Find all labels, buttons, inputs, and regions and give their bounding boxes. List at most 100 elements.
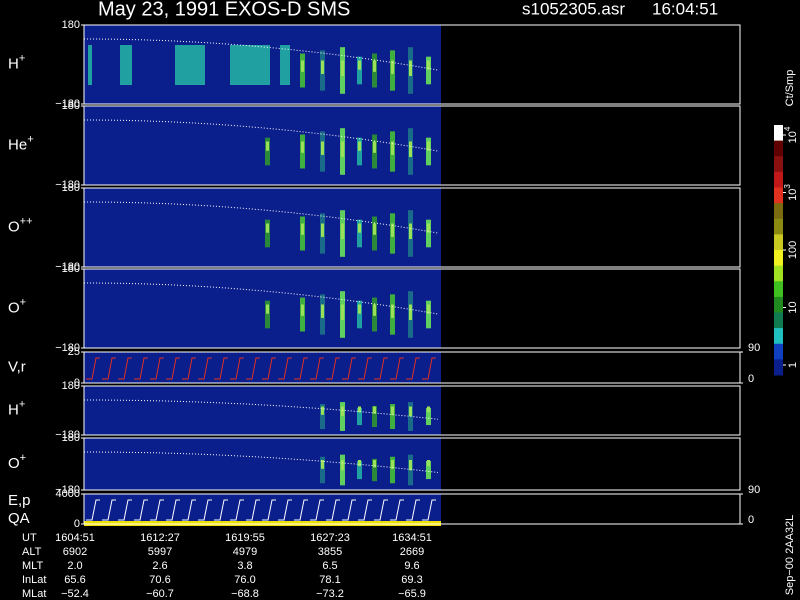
flux-stripe [426, 460, 431, 480]
label-sup: ++ [20, 215, 33, 227]
cell: 6.5 [322, 560, 337, 572]
y-tick-label: −180 [55, 98, 80, 110]
flux-core [301, 60, 304, 72]
flux-core [373, 460, 376, 468]
panel-label: H+ [8, 52, 25, 72]
y-tick-label: 180 [62, 432, 80, 444]
panel-label: QA [8, 510, 30, 527]
flux-core [373, 406, 376, 414]
panel-background [84, 386, 441, 435]
flux-core [321, 406, 324, 415]
colorbar-title: Ct/Smp [784, 70, 796, 107]
label-text: He [8, 136, 27, 153]
row-label: InLat [22, 574, 46, 586]
colorbar-cell [774, 281, 783, 298]
y-tick-label: 4000 [56, 488, 80, 500]
flux-core [358, 406, 361, 413]
label-sup: + [19, 52, 25, 64]
panel-frame [83, 493, 741, 525]
colorbar-cell [774, 312, 783, 329]
colorbar-tick-sup: 3 [783, 184, 792, 189]
y2-tick-label: 0 [748, 373, 754, 385]
colorbar-tick-label: 104 [783, 126, 799, 143]
panel-frame [83, 437, 741, 491]
flux-core [301, 223, 304, 235]
flux-core [391, 406, 394, 415]
cell: 1634:51 [392, 532, 432, 544]
flux-stripe [340, 402, 345, 431]
flux-stripe [426, 219, 431, 248]
colorbar-cell [774, 218, 783, 235]
colorbar-tick-label: 1 [787, 362, 799, 368]
colorbar-cell [774, 296, 783, 313]
flux-stripe [357, 460, 362, 480]
y-tick-label: −180 [55, 179, 80, 191]
colorbar-tick-text: 10 [787, 131, 799, 143]
y-tick-label: −180 [55, 261, 80, 273]
colorbar-cell [774, 156, 783, 173]
panel-background [84, 352, 441, 383]
y-tick-label: −180 [55, 484, 80, 496]
flux-stripe [426, 407, 431, 426]
title: May 23, 1991 EXOS-D SMS [98, 0, 350, 20]
flux-core [427, 223, 430, 233]
flux-core [358, 141, 361, 151]
cell: −73.2 [316, 588, 344, 600]
flux-core [358, 304, 361, 314]
flux-patch [120, 45, 132, 85]
cell: 70.6 [149, 574, 170, 586]
panel-background [84, 494, 441, 524]
colorbar-cell [774, 265, 783, 282]
flux-core [321, 460, 324, 469]
row-label: UT [22, 532, 37, 544]
flux-core [321, 60, 324, 74]
cell: −52.4 [61, 588, 89, 600]
flux-core [321, 304, 324, 318]
trace [84, 201, 439, 234]
flux-stripe [265, 137, 270, 166]
flux-core [409, 406, 412, 417]
panel-label: O+ [8, 296, 26, 316]
label-sup: + [19, 398, 25, 410]
y-tick-label: 25 [68, 346, 80, 358]
flux-stripe [265, 300, 270, 329]
label-text: E,p [8, 492, 31, 509]
flux-core [409, 304, 412, 321]
label-text: O [8, 455, 20, 472]
flux-stripe [357, 56, 362, 85]
label-sup: + [20, 296, 26, 308]
y-tick-label: −180 [55, 429, 80, 441]
flux-core [341, 406, 344, 417]
cell: −68.8 [231, 588, 259, 600]
y-tick-label: 180 [62, 100, 80, 112]
time: 16:04:51 [652, 0, 718, 18]
colorbar-tick-sup: 4 [783, 126, 792, 131]
panel-background [84, 188, 441, 267]
panel-frame [83, 187, 741, 268]
colorbar-cell [774, 140, 783, 157]
panel-label: O++ [8, 215, 33, 235]
flux-core [391, 460, 394, 469]
flux-core [409, 141, 412, 158]
cell: 6902 [63, 546, 87, 558]
flux-core [427, 460, 430, 467]
panel-background [84, 106, 441, 185]
colorbar-cell [774, 234, 783, 251]
y-tick-label: −180 [55, 342, 80, 354]
cell: 3855 [318, 546, 342, 558]
trace [84, 119, 439, 152]
flux-core [341, 141, 344, 158]
y-tick-label: 180 [62, 182, 80, 194]
colorbar-cell [774, 125, 783, 142]
y-tick-label: 0 [74, 377, 80, 389]
file-name: s1052305.asr [522, 0, 625, 18]
flux-core [427, 141, 430, 151]
colorbar-tick-label: 103 [783, 184, 799, 201]
y2-tick-label: 0 [748, 514, 754, 526]
cell: −60.7 [146, 588, 174, 600]
flux-core [409, 223, 412, 240]
panel-label: H+ [8, 398, 25, 418]
flux-core [373, 141, 376, 153]
cell: 1612:27 [140, 532, 180, 544]
